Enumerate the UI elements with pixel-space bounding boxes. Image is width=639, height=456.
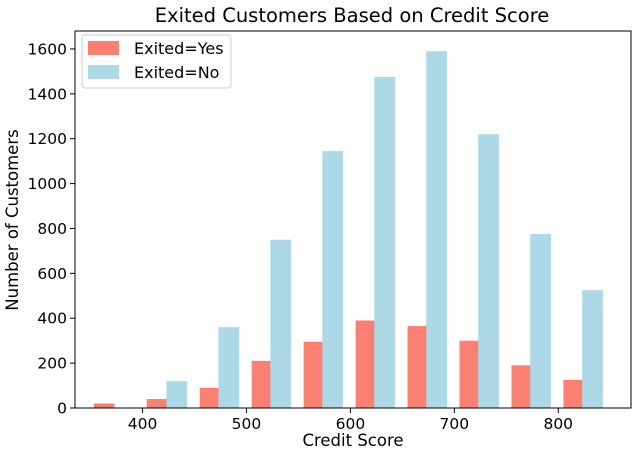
bar-exited-yes-2 (199, 387, 221, 408)
bar-exited-no-8 (582, 290, 603, 408)
chart-title: Exited Customers Based on Credit Score (155, 4, 550, 27)
y-tick-label-1400: 1400 (28, 85, 67, 103)
legend-label-exited-no: Exited=No (134, 63, 219, 82)
bar-exited-yes-5 (355, 320, 377, 408)
x-tick-label-700: 700 (440, 415, 470, 433)
bar-exited-no-2 (270, 239, 292, 408)
y-tick-label-0: 0 (57, 400, 67, 418)
bar-exited-no-0 (166, 381, 188, 408)
x-axis-label: Credit Score (302, 431, 403, 450)
y-tick-label-1000: 1000 (28, 175, 67, 193)
y-tick-label-1600: 1600 (28, 40, 67, 58)
legend-swatch-exited-yes (88, 41, 119, 55)
y-tick-label-600: 600 (37, 265, 67, 283)
legend-frame (81, 34, 232, 89)
bars-layer (93, 51, 603, 409)
x-tick-label-400: 400 (128, 415, 158, 433)
bar-exited-no-5 (426, 51, 448, 408)
legend: Exited=Yes Exited=No (81, 34, 232, 89)
bar-exited-yes-6 (407, 326, 429, 408)
bar-exited-yes-1 (146, 399, 168, 408)
bar-exited-no-6 (478, 134, 500, 409)
x-tick-label-600: 600 (336, 415, 366, 433)
bar-exited-yes-9 (563, 379, 585, 408)
bar-exited-no-3 (322, 151, 344, 408)
bar-exited-yes-0 (93, 403, 115, 408)
legend-swatch-exited-no (88, 65, 119, 79)
bar-exited-yes-4 (303, 341, 325, 408)
bar-exited-no-1 (218, 327, 240, 408)
bar-exited-yes-3 (251, 360, 273, 409)
bar-exited-yes-7 (459, 340, 481, 408)
x-tick-label-800: 800 (543, 415, 573, 433)
y-tick-label-400: 400 (37, 310, 67, 328)
x-axis: 400 500 600 700 800 (128, 408, 573, 433)
bar-exited-no-4 (374, 77, 396, 408)
y-tick-label-1200: 1200 (28, 130, 67, 148)
bar-exited-no-7 (530, 234, 551, 408)
y-tick-label-200: 200 (37, 355, 67, 373)
y-tick-label-800: 800 (37, 220, 67, 238)
x-tick-label-500: 500 (232, 415, 262, 433)
legend-label-exited-yes: Exited=Yes (134, 39, 224, 58)
plot-frame (74, 30, 632, 409)
y-axis-label: Number of Customers (3, 129, 22, 310)
y-axis: 0 200 400 600 800 1000 1200 1400 1600 (28, 40, 75, 418)
bar-exited-yes-8 (511, 365, 533, 408)
